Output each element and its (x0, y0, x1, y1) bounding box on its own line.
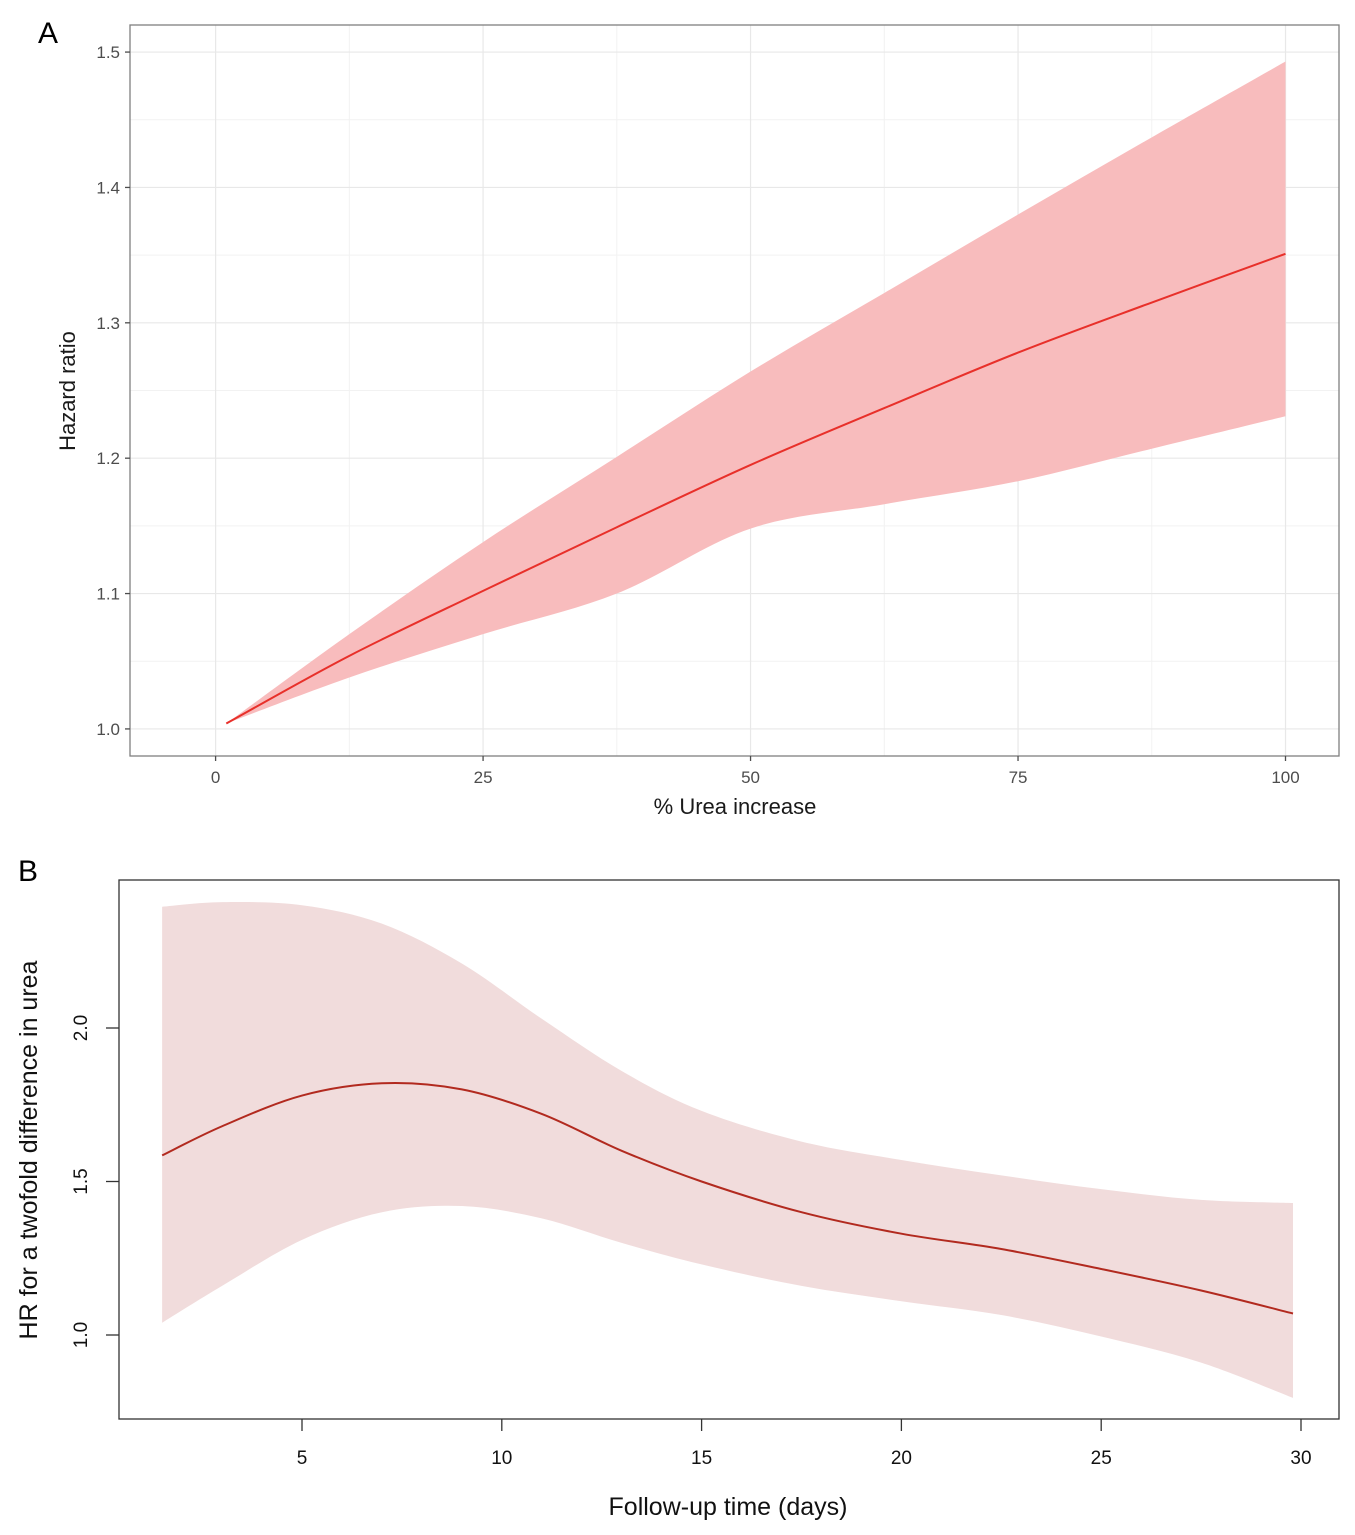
panel-a-x-tick-label: 25 (474, 768, 493, 787)
panel-b-y-axis: 1.0 1.5 2.0 (71, 1015, 119, 1348)
panel-b-y-axis-label: HR for a twofold difference in urea (15, 960, 43, 1339)
panel-a-x-tick-label: 100 (1271, 768, 1299, 787)
panel-a-y-tick-label: 1.2 (96, 449, 120, 468)
panel-a-x-tick-label: 75 (1009, 768, 1028, 787)
panel-b-hr-line (161, 1082, 1294, 1315)
panel-a-x-axis: 0 25 50 75 100 (211, 756, 1300, 787)
panel-a-plot-border (129, 24, 1340, 757)
panel-a-y-tick-label: 1.5 (96, 43, 120, 62)
panel-b-letter: B (18, 855, 38, 888)
panel-b-x-tick-label: 20 (891, 1448, 912, 1469)
panel-a-x-tick-label: 50 (741, 768, 760, 787)
panel-b-x-tick-label: 25 (1091, 1448, 1112, 1469)
panel-b-plot-border (118, 879, 1340, 1420)
panel-b-x-tick-label: 10 (491, 1448, 512, 1469)
panel-a-y-tick-label: 1.4 (96, 178, 120, 197)
panel-a-y-tick-label: 1.0 (96, 720, 120, 739)
panel-b-confidence-band (162, 901, 1294, 1398)
panel-b-x-tick-label: 30 (1290, 1448, 1311, 1469)
panel-b-y-tick-label: 2.0 (71, 1015, 92, 1041)
panel-b-x-axis: 5 10 15 20 25 30 (297, 1419, 1312, 1469)
panel-a-confidence-band (226, 61, 1286, 724)
panel-b-y-tick-label: 1.5 (71, 1168, 92, 1194)
panel-a-y-axis: 1.0 1.1 1.2 1.3 1.4 1.5 (96, 43, 130, 739)
panel-a-y-tick-label: 1.3 (96, 314, 120, 333)
panel-b-x-tick-label: 5 (297, 1448, 308, 1469)
panel-a-hazard-ratio-line (225, 252, 1286, 725)
panel-a-y-tick-label: 1.1 (96, 585, 120, 604)
panel-a: A 0 25 50 75 100 1.0 1.1 1.2 1.3 1.4 1.5 % Urea i… (38, 17, 1340, 819)
panel-b-x-tick-label: 15 (691, 1448, 712, 1469)
panel-a-x-axis-label: % Urea increase (654, 794, 817, 819)
panel-a-letter: A (38, 17, 58, 50)
panel-a-y-axis-label: Hazard ratio (55, 331, 80, 451)
panel-b: B 5 10 15 20 25 30 1.0 1.5 2.0 Follow-up time (… (15, 855, 1340, 1521)
panel-a-x-tick-label: 0 (211, 768, 220, 787)
panel-b-y-tick-label: 1.0 (71, 1322, 92, 1348)
panel-b-x-axis-label: Follow-up time (days) (609, 1493, 848, 1521)
